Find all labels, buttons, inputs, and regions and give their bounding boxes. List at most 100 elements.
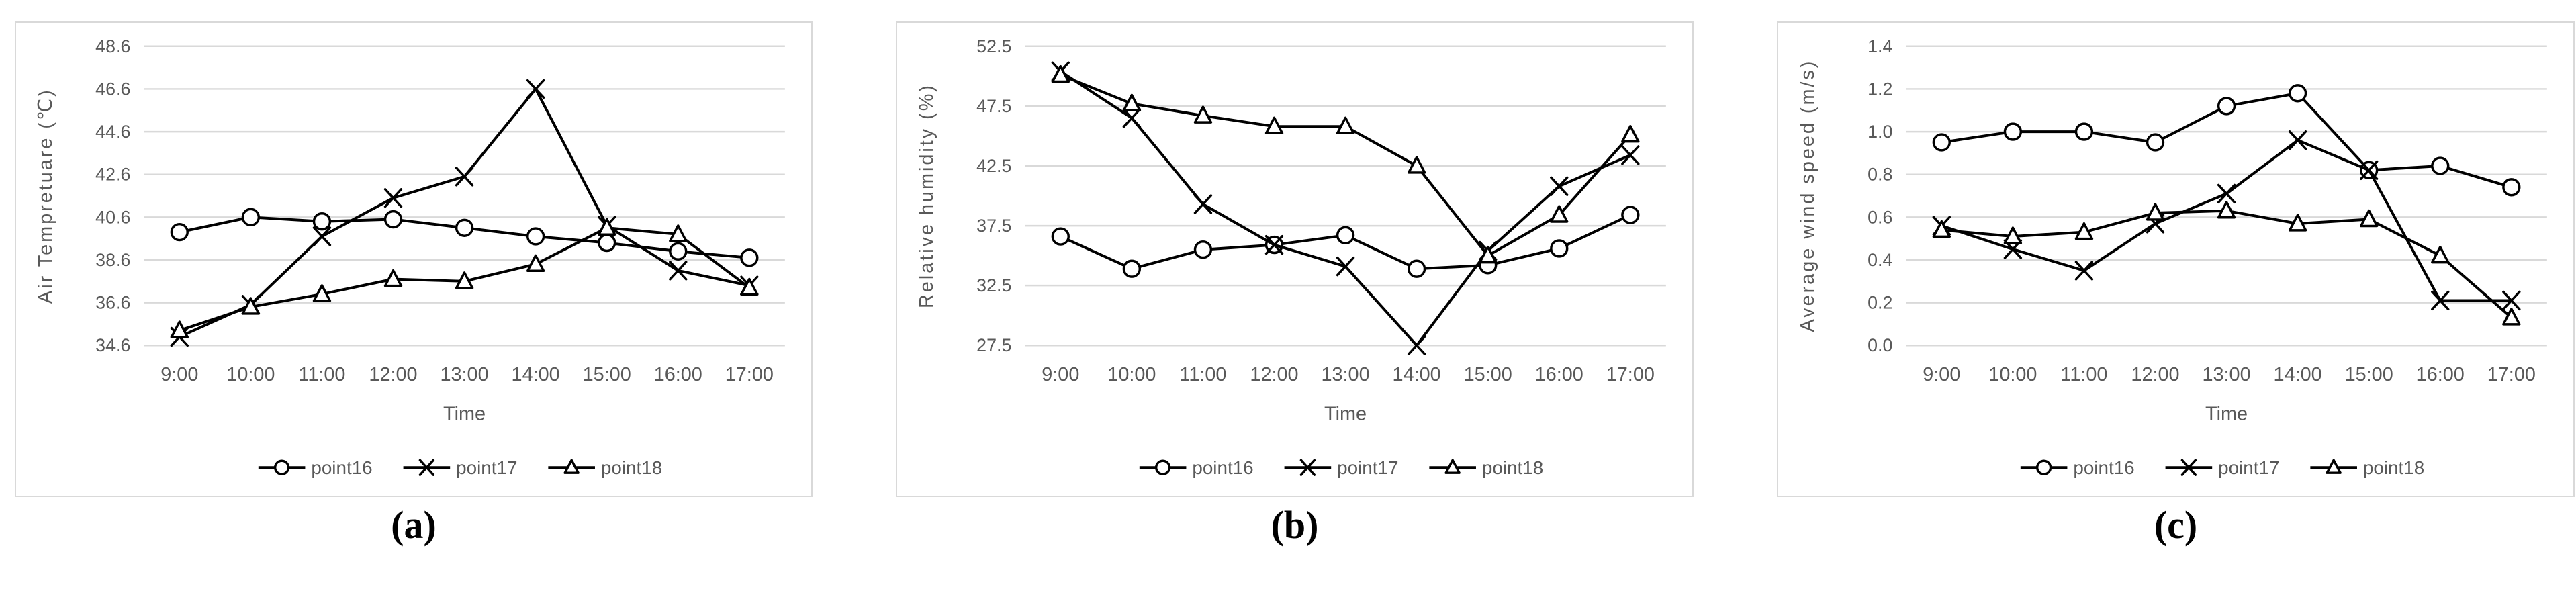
circle-marker <box>2217 97 2236 116</box>
x-tick-label: 11:00 <box>1179 364 1226 386</box>
circle-marker <box>1336 226 1355 245</box>
x-tick-label: 12:00 <box>1250 364 1298 386</box>
legend-item-point16: point16 <box>1139 457 1254 478</box>
x-marker <box>2288 130 2307 150</box>
y-tick-label: 32.5 <box>976 275 1011 296</box>
legend-label: point18 <box>601 457 662 478</box>
legend-item-point16: point16 <box>258 457 373 478</box>
x-tick-label: 16:00 <box>1535 364 1583 386</box>
subfigure-caption-b: (b) <box>1271 503 1319 547</box>
series-point18 <box>1051 64 1640 264</box>
x-marker <box>1550 176 1569 196</box>
series-point16 <box>1932 84 2521 197</box>
triangle-marker <box>2431 245 2450 264</box>
x-tick-label: 10:00 <box>1107 364 1156 386</box>
y-tick-label: 34.6 <box>95 335 130 355</box>
series-line-point17 <box>178 87 751 338</box>
legend-item-point17: point17 <box>2165 457 2279 478</box>
x-marker <box>1621 145 1640 165</box>
circle-marker <box>1932 133 1951 152</box>
circle-marker <box>2288 84 2307 103</box>
triangle-marker <box>241 297 261 315</box>
legend-item-point18: point18 <box>1429 457 1543 478</box>
series-point16 <box>170 208 759 267</box>
triangle-marker <box>312 284 332 302</box>
x-tick-label: 13:00 <box>2202 364 2250 386</box>
x-marker <box>669 261 688 281</box>
x-axis-tick-labels: 9:00 10:00 11:00 12:00 13:00 14:00 15:00 16:00 1… <box>160 364 774 386</box>
y-tick-label: 40.6 <box>95 207 130 227</box>
x-tick-label: 15:00 <box>583 364 631 386</box>
legend-triangle-icon <box>2326 459 2342 474</box>
triangle-marker <box>383 269 403 287</box>
series-point18 <box>170 218 759 338</box>
legend-label: point18 <box>1482 457 1543 478</box>
y-tick-label: 1.4 <box>1868 36 1892 56</box>
subfigure-caption-a: (a) <box>391 503 436 547</box>
circle-marker <box>669 242 688 261</box>
x-marker <box>383 188 403 208</box>
x-marker <box>1122 108 1142 128</box>
y-axis-tick-labels: 34.6 36.6 38.6 40.6 42.6 44.6 46.6 48.6 <box>95 36 130 355</box>
triangle-marker <box>2288 214 2307 232</box>
y-tick-label: 42.5 <box>976 156 1011 176</box>
x-marker <box>1407 335 1426 355</box>
x-tick-label: 14:00 <box>1393 364 1441 386</box>
legend: point16 point17 point18 <box>258 457 662 478</box>
y-tick-label: 0.2 <box>1868 293 1892 313</box>
chart-panel-c: 0.0 0.2 0.4 0.6 0.8 1.0 1.2 1.4 9:00 10:00 11:00 12… <box>1777 21 2575 497</box>
y-tick-label: 48.6 <box>95 36 130 56</box>
x-tick-label: 13:00 <box>440 364 488 386</box>
legend-x-icon <box>418 459 435 476</box>
circle-marker <box>2502 178 2521 197</box>
triangle-marker <box>2074 222 2094 240</box>
x-marker <box>1336 257 1355 277</box>
legend-x-icon <box>2180 459 2197 476</box>
x-marker <box>1264 234 1284 255</box>
circle-marker <box>2003 122 2023 141</box>
legend-label: point17 <box>2218 457 2279 478</box>
x-axis-title: Time <box>443 404 486 425</box>
series-point18 <box>1932 201 2521 326</box>
y-tick-label: 52.5 <box>976 36 1011 56</box>
y-axis-title: Relative humidity (%) <box>916 83 937 308</box>
y-axis-tick-labels: 27.5 32.5 37.5 42.5 47.5 52.5 <box>976 36 1011 355</box>
y-tick-label: 36.6 <box>95 293 130 313</box>
circle-marker <box>170 222 189 242</box>
triangle-marker <box>1932 220 1951 238</box>
x-tick-label: 11:00 <box>2060 364 2107 386</box>
legend-item-point16: point16 <box>2020 457 2135 478</box>
gridlines <box>144 45 785 347</box>
x-tick-label: 17:00 <box>2487 364 2536 386</box>
x-tick-label: 10:00 <box>226 364 275 386</box>
x-tick-label: 16:00 <box>2416 364 2465 386</box>
legend: point16 point17 point18 <box>2020 457 2424 478</box>
circle-marker <box>1193 240 1213 259</box>
y-axis-title: Average wind speed (m/s) <box>1797 60 1819 332</box>
legend-x-icon <box>1299 459 1316 476</box>
y-axis-title: Air Tempretuare (℃) <box>35 88 56 304</box>
circle-marker <box>740 248 759 267</box>
triangle-marker <box>2217 201 2236 219</box>
x-marker <box>2074 261 2094 281</box>
triangle-marker <box>1336 116 1355 134</box>
x-tick-label: 14:00 <box>2274 364 2322 386</box>
x-marker <box>1193 194 1213 214</box>
gridlines <box>1025 45 1666 347</box>
triangle-marker <box>2146 203 2165 221</box>
triangle-marker <box>170 320 189 338</box>
circle-marker <box>1407 259 1426 278</box>
triangle-marker <box>526 254 545 273</box>
legend-label: point17 <box>1337 457 1398 478</box>
legend-triangle-icon <box>1444 459 1461 474</box>
legend-triangle-icon <box>563 459 580 474</box>
chart-canvas-b: 27.5 32.5 37.5 42.5 47.5 52.5 9:00 10:00 11:00 12… <box>916 36 1666 478</box>
y-tick-label: 0.6 <box>1868 207 1892 227</box>
y-tick-label: 0.4 <box>1868 250 1892 270</box>
circle-marker <box>1051 227 1070 246</box>
legend: point16 point17 point18 <box>1139 457 1543 478</box>
chart-canvas-a: 34.6 36.6 38.6 40.6 42.6 44.6 46.6 48.6 9:00 10:0… <box>35 36 785 478</box>
x-axis-tick-labels: 9:00 10:00 11:00 12:00 13:00 14:00 15:00 16:00 1… <box>1923 364 2536 386</box>
triangle-marker <box>1479 245 1498 264</box>
circle-marker <box>2431 156 2450 175</box>
